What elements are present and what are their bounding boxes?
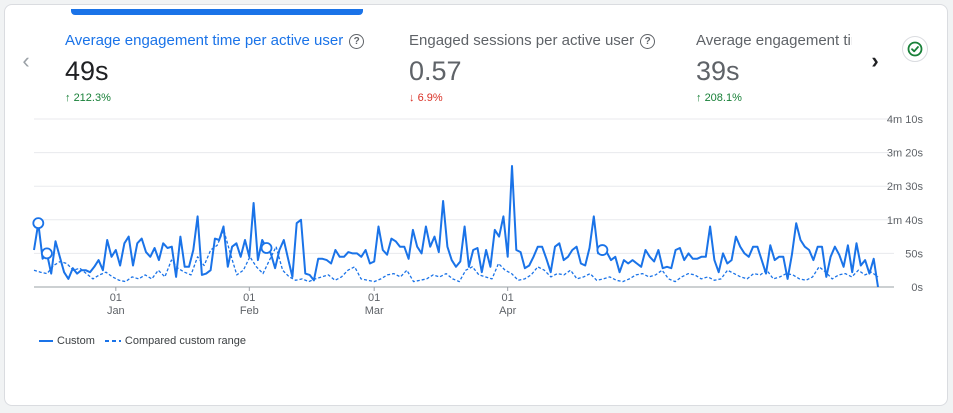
metric-change: ↑ 212.3%: [65, 92, 111, 104]
metric-value: 39s: [696, 56, 740, 86]
arrow-up-icon: ↑: [65, 92, 71, 104]
metric-title: Engaged sessions per active user?: [409, 32, 656, 50]
x-tick-month: Feb: [240, 305, 259, 317]
x-tick-day: 01: [110, 292, 122, 304]
data-point-marker[interactable]: [596, 244, 609, 256]
y-tick-label: 2m 30s: [887, 181, 924, 193]
chevron-left-icon[interactable]: ‹: [22, 48, 30, 73]
x-tick-day: 01: [368, 292, 380, 304]
data-point-marker[interactable]: [32, 217, 45, 230]
metric-value: 49s: [65, 56, 109, 86]
series-line-custom: [33, 165, 879, 288]
y-tick-label: 4m 10s: [887, 114, 924, 126]
metric-title: Average engagement tir: [696, 32, 852, 49]
metric-avg-engagement-time[interactable]: Average engagement time per active user?…: [65, 32, 365, 105]
x-tick-day: 01: [502, 292, 514, 304]
arrow-up-icon: ↑: [696, 92, 702, 104]
chart-legend: Custom Compared custom range: [39, 335, 256, 347]
help-circle-icon[interactable]: ?: [349, 34, 365, 49]
legend-item-custom[interactable]: Custom: [39, 335, 95, 347]
metric-avg-engagement-time-2[interactable]: Average engagement tir 39s ↑ 208.1%: [696, 32, 852, 105]
x-tick-month: Mar: [365, 305, 384, 317]
chevron-right-icon[interactable]: ›: [871, 48, 879, 73]
y-tick-label: 50s: [905, 248, 923, 260]
metric-title: Average engagement time per active user?: [65, 32, 365, 50]
x-tick-month: Apr: [499, 305, 516, 317]
help-circle-icon[interactable]: ?: [640, 34, 656, 49]
y-tick-label: 0s: [911, 282, 923, 294]
y-tick-label: 1m 40s: [887, 215, 924, 227]
metric-engaged-sessions[interactable]: Engaged sessions per active user? 0.57 ↓…: [409, 32, 656, 105]
x-tick-day: 01: [243, 292, 255, 304]
active-metric-indicator: [71, 9, 363, 15]
check-circle-icon[interactable]: [902, 36, 928, 62]
x-tick-month: Jan: [107, 305, 125, 317]
y-tick-label: 3m 20s: [887, 148, 924, 160]
arrow-down-icon: ↓: [409, 92, 415, 104]
engagement-card: ‹ Average engagement time per active use…: [4, 4, 948, 406]
legend-item-compared[interactable]: Compared custom range: [104, 335, 246, 347]
data-point-marker[interactable]: [260, 242, 273, 254]
metric-change: ↑ 208.1%: [696, 92, 742, 104]
data-point-marker[interactable]: [41, 247, 53, 260]
metric-change: ↓ 6.9%: [409, 92, 443, 104]
metric-value: 0.57: [409, 56, 462, 86]
